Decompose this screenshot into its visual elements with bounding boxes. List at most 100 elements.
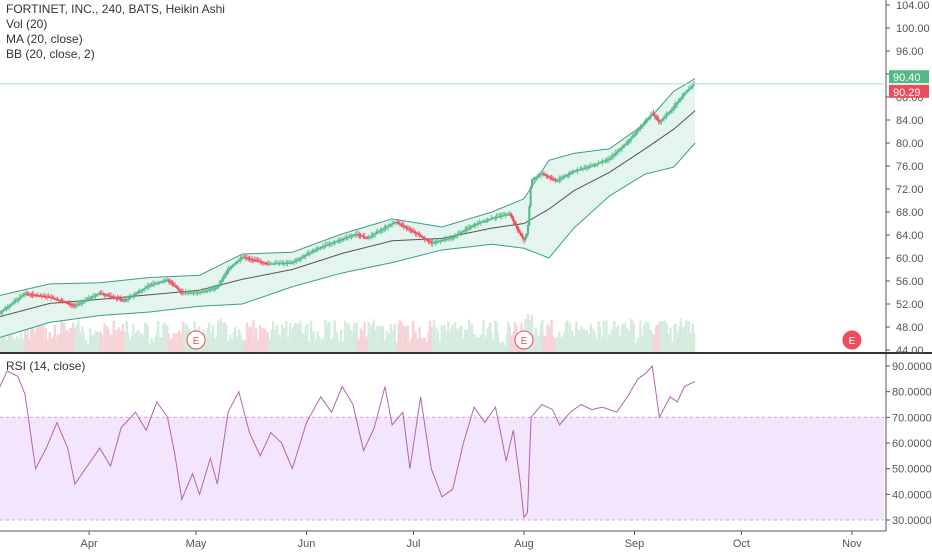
legend-symbol[interactable]: FORTINET, INC., 240, BATS, Heikin Ashi: [6, 2, 225, 16]
volume-bar: [309, 320, 313, 352]
volume-bar: [117, 327, 121, 352]
volume-bar: [291, 328, 294, 352]
volume-bar: [253, 344, 257, 352]
volume-bar: [15, 335, 19, 352]
volume-bar: [409, 341, 412, 352]
candle-body: [564, 175, 567, 177]
candle-body: [270, 263, 273, 265]
volume-bar: [360, 330, 364, 352]
volume-bar: [665, 324, 668, 352]
candle-body: [683, 93, 686, 95]
candle-body: [549, 177, 552, 179]
legend-volume[interactable]: Vol (20): [6, 17, 48, 31]
candle-body: [611, 155, 614, 157]
volume-bar: [690, 337, 693, 352]
candle-body: [645, 119, 648, 121]
candle-body: [293, 261, 296, 263]
candle-body: [456, 234, 459, 236]
earnings-marker[interactable]: [842, 330, 862, 350]
candle-body: [193, 292, 196, 294]
volume-bar: [364, 341, 368, 352]
candle-body: [23, 293, 26, 295]
candle-body: [460, 232, 463, 234]
candle-body: [337, 240, 340, 242]
volume-bar: [447, 321, 450, 352]
volume-bar: [615, 327, 619, 352]
candle-body: [391, 223, 394, 225]
volume-bar: [639, 320, 642, 352]
candle-body: [400, 224, 403, 226]
price-tick-label: 80.00: [896, 138, 924, 150]
volume-bar: [247, 330, 250, 352]
volume-bar: [82, 333, 85, 352]
candle-body: [665, 114, 668, 117]
volume-bar: [100, 335, 104, 352]
candle-body: [66, 302, 69, 304]
candle-body: [388, 225, 391, 227]
volume-bar: [479, 334, 483, 352]
volume-bar: [278, 334, 281, 352]
candle-body: [285, 262, 288, 264]
volume-bar: [288, 323, 292, 352]
volume-bar: [492, 340, 496, 352]
legend-ma[interactable]: MA (20, close): [6, 32, 83, 46]
candle-body: [455, 235, 458, 237]
volume-bar: [413, 331, 416, 352]
candle-body: [445, 238, 448, 240]
volume-bar: [607, 335, 611, 352]
candle-body: [111, 296, 114, 298]
candle-body: [40, 295, 43, 297]
candle-body: [359, 235, 362, 237]
candle-body: [606, 159, 609, 161]
candle-body: [503, 214, 506, 216]
candle-body: [571, 171, 574, 173]
candle-body: [527, 225, 530, 235]
volume-bar: [317, 335, 321, 352]
volume-bar: [613, 321, 616, 352]
volume-bar: [4, 332, 7, 352]
candle-body: [662, 117, 665, 119]
candle-body: [615, 151, 618, 154]
candle-body: [154, 283, 157, 285]
legend-bb[interactable]: BB (20, close, 2): [6, 47, 95, 61]
candle-body: [627, 140, 630, 143]
rsi-legend[interactable]: RSI (14, close): [6, 359, 86, 373]
candle-body: [179, 290, 182, 292]
candle-body: [277, 263, 280, 265]
earnings-marker-label: E: [521, 336, 528, 347]
candle-body: [358, 234, 361, 236]
candle-body: [506, 214, 509, 216]
volume-bar: [122, 331, 126, 352]
candle-body: [496, 216, 499, 218]
candle-body: [462, 230, 465, 232]
volume-bar: [234, 326, 237, 352]
candle-body: [656, 118, 659, 120]
candle-body: [530, 179, 533, 188]
volume-bar: [424, 342, 428, 352]
volume-bar: [245, 322, 249, 352]
candle-body: [363, 236, 366, 238]
candle-body: [414, 232, 417, 234]
earnings-marker[interactable]: [186, 330, 206, 350]
earnings-marker[interactable]: [514, 330, 534, 350]
candle-body: [550, 177, 553, 179]
candle-body: [80, 302, 83, 304]
candle-body: [336, 240, 339, 242]
volume-bar: [251, 345, 254, 352]
volume-bar: [132, 323, 135, 352]
volume-bar: [458, 326, 462, 352]
candle-body: [346, 237, 349, 239]
candle-body: [196, 292, 199, 294]
volume-bar: [534, 327, 538, 352]
volume-bar: [551, 335, 555, 352]
volume-bar: [511, 341, 514, 352]
volume-bar: [460, 326, 463, 352]
candle-body: [121, 299, 124, 301]
candle-body: [478, 222, 481, 224]
candle-body: [341, 238, 344, 240]
volume-bar: [362, 340, 365, 352]
volume-bar: [384, 339, 387, 352]
volume-bar: [457, 328, 460, 352]
